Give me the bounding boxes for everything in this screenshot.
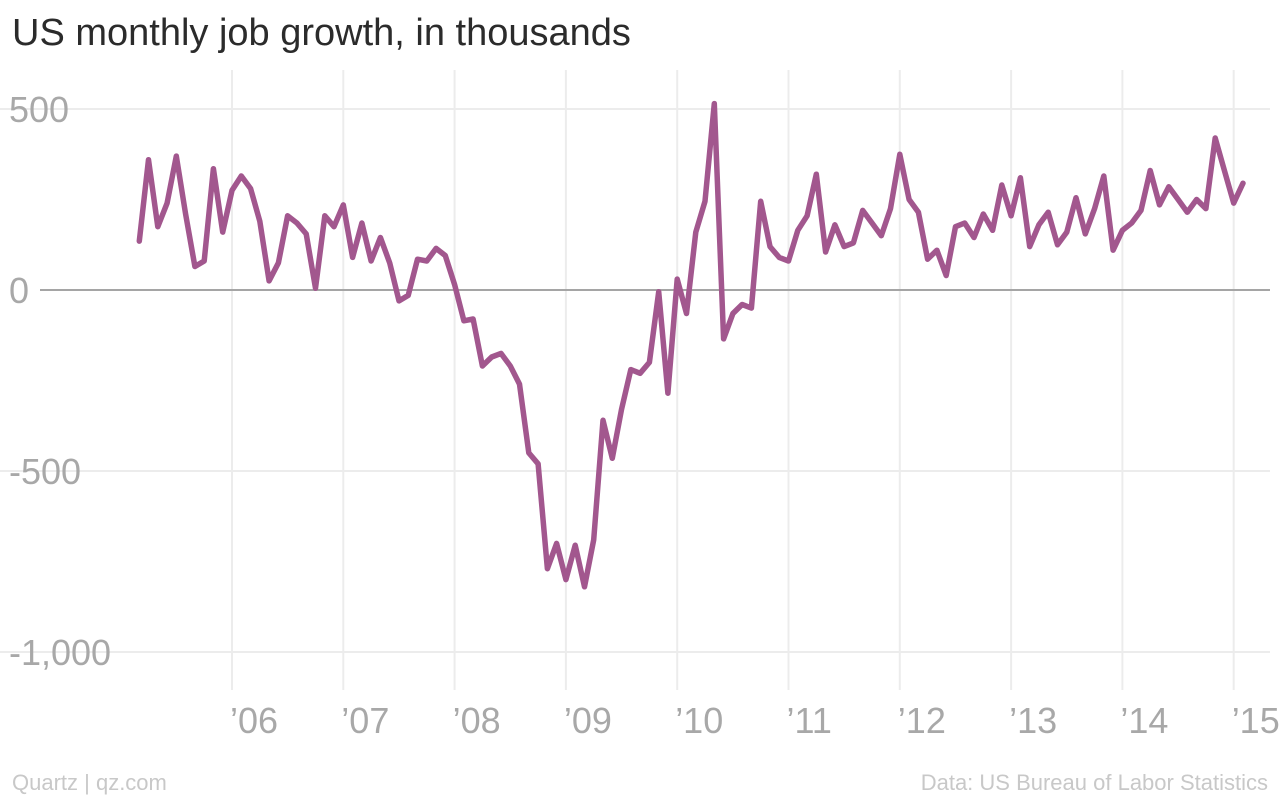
chart-title: US monthly job growth, in thousands [12,12,631,54]
series-line-0 [136,100,1246,590]
x-tick-label: ’11 [787,700,832,741]
x-tick-label: ’10 [675,700,723,741]
y-tick-label: -1,000 [9,632,111,673]
x-tick-label: ’13 [1009,700,1057,741]
credit-text: Quartz | qz.com [12,770,167,795]
y-tick-label: -500 [9,451,81,492]
source-text: Data: US Bureau of Labor Statistics [920,770,1268,795]
y-axis-tick-labels: 500 0 -500 -1,000 [9,89,111,673]
x-tick-label: ’12 [898,700,946,741]
series-group [136,100,1246,590]
y-tick-label: 500 [9,89,69,130]
horizontal-gridlines [0,108,1270,653]
x-tick-label: ’14 [1120,700,1168,741]
x-tick-label: ’08 [453,700,501,741]
x-tick-label: ’15 [1232,700,1280,741]
vertical-gridlines [231,70,1235,690]
x-axis-tick-labels: ’06 ’07 ’08 ’09 ’10 ’11 ’12 ’13 ’14 ’15 [230,700,1280,741]
x-tick-label: ’06 [230,700,278,741]
x-tick-label: ’07 [341,700,389,741]
x-tick-label: ’09 [564,700,612,741]
y-tick-label: 0 [9,270,29,311]
